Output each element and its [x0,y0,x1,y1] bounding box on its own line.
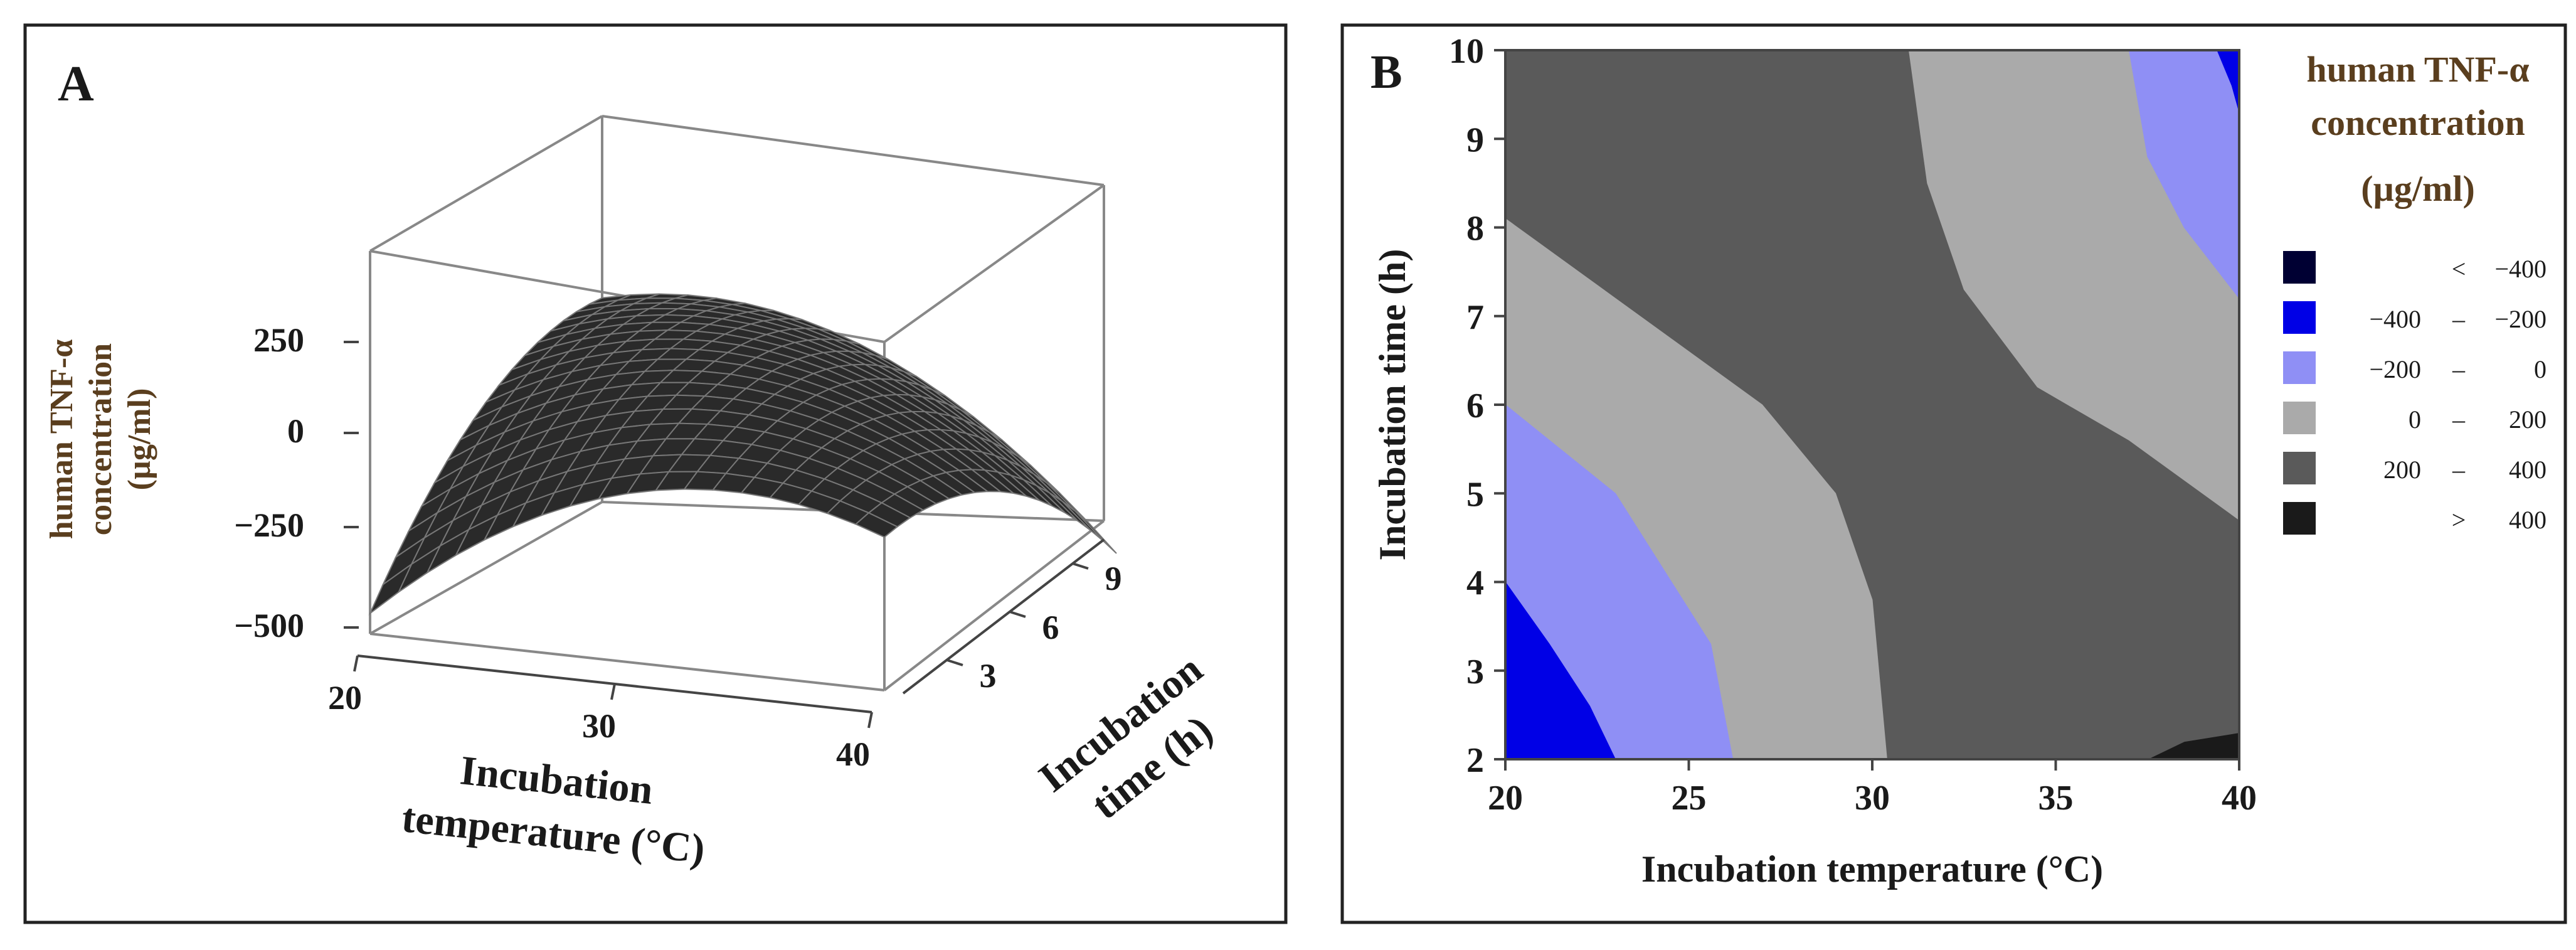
z-tick-label: 0 [287,412,304,450]
z-axis-title: (µg/ml) [122,388,157,491]
legend-upper: 0 [2534,355,2547,383]
y-tick-label: 5 [1466,475,1484,514]
contour-axes: 20 25 30 35 40 2 3 4 5 6 7 8 9 10 [1449,32,2257,818]
panel-b-label: B [1370,46,1402,99]
y-tick-label: 4 [1466,564,1484,603]
y-tick [1009,611,1026,618]
box-edge [369,501,603,635]
legend-entry: >400 [2283,502,2547,535]
y-axis-line [902,538,1105,695]
legend-swatch [2283,301,2316,334]
legend-separator: – [2452,405,2466,434]
z-axis-title: human TNF-α [44,339,80,539]
y-tick [946,659,963,666]
legend-separator: – [2452,456,2466,484]
legend-lower: −200 [2369,355,2421,383]
z-axis-title: concentration [83,343,119,535]
legend-entry: 0 – 200 [2283,402,2547,434]
x-tick-label: 40 [2222,779,2257,818]
panel-a: A 250 0 −250 −500 [23,23,1288,924]
legend-upper: 200 [2509,405,2547,434]
legend-entry: −400 – −200 [2283,301,2547,334]
x-tick-label: 20 [328,679,362,717]
panel-a-label: A [58,56,94,112]
z-axis: 250 0 −250 −500 human TNF-α concentratio… [44,321,359,644]
legend-separator: > [2452,506,2466,534]
legend: human TNF-α concentration (µg/ml) < −400−… [2283,49,2547,535]
legend-entry: 200 – 400 [2283,452,2547,484]
x-tick-label: 30 [582,707,616,745]
box-edge [369,115,603,252]
y-tick-label: 9 [1466,120,1484,159]
y-tick-label: 9 [1105,560,1122,597]
z-tick-label: −250 [234,506,304,544]
legend-title: human TNF-α [2306,49,2529,90]
contour-plot [1505,50,2240,760]
y-tick-label: 3 [980,657,997,695]
y-tick-label: 2 [1466,741,1484,780]
x-axis-title: Incubation temperature (°C) [1641,848,2103,890]
legend-upper: 400 [2509,506,2547,534]
legend-lower: −400 [2369,305,2421,333]
box-edge [369,632,885,691]
legend-separator: – [2452,305,2466,333]
x-tick [867,712,873,729]
y-tick-label: 6 [1042,609,1059,646]
y-tick-label: 8 [1466,210,1484,248]
legend-lower: 200 [2383,456,2421,484]
x-tick-label: 40 [836,735,870,773]
legend-entry: −200 – 0 [2283,351,2547,384]
legend-separator: – [2452,355,2466,383]
y-tick-label: 7 [1466,298,1484,337]
y-axis-title: Incubation time (h) [1372,249,1413,561]
z-tick-label: −500 [234,607,304,644]
y-tick [1072,562,1089,570]
legend-swatch [2283,251,2316,284]
legend-swatch [2283,452,2316,484]
surface-patch [368,562,413,616]
x-tick-label: 30 [1855,779,1890,818]
legend-swatch [2283,402,2316,434]
y-tick-label: 6 [1466,387,1484,425]
box-edge [602,115,1105,186]
x-tick [610,683,616,700]
x-tick [353,655,359,672]
response-surface [368,293,1117,616]
legend-upper: −200 [2494,305,2547,333]
legend-title: (µg/ml) [2361,168,2475,209]
panel-b: B 20 25 30 35 40 2 3 4 5 6 7 8 9 10 Incubation temper… [1340,23,2567,924]
legend-title: concentration [2311,102,2525,143]
legend-upper: −400 [2494,255,2547,283]
legend-swatch [2283,351,2316,384]
legend-separator: < [2452,255,2466,283]
legend-upper: 400 [2509,456,2547,484]
box-edge [883,520,1105,691]
x-tick-label: 25 [1672,779,1707,818]
z-tick-label: 250 [253,321,304,359]
x-tick-label: 35 [2038,779,2074,818]
legend-swatch [2283,502,2316,535]
y-tick-label: 10 [1449,32,1484,71]
y-tick-label: 3 [1466,653,1484,691]
box-edge [883,184,1105,343]
legend-lower: 0 [2409,405,2421,434]
legend-entry: < −400 [2283,251,2547,284]
x-tick-label: 20 [1488,779,1523,818]
